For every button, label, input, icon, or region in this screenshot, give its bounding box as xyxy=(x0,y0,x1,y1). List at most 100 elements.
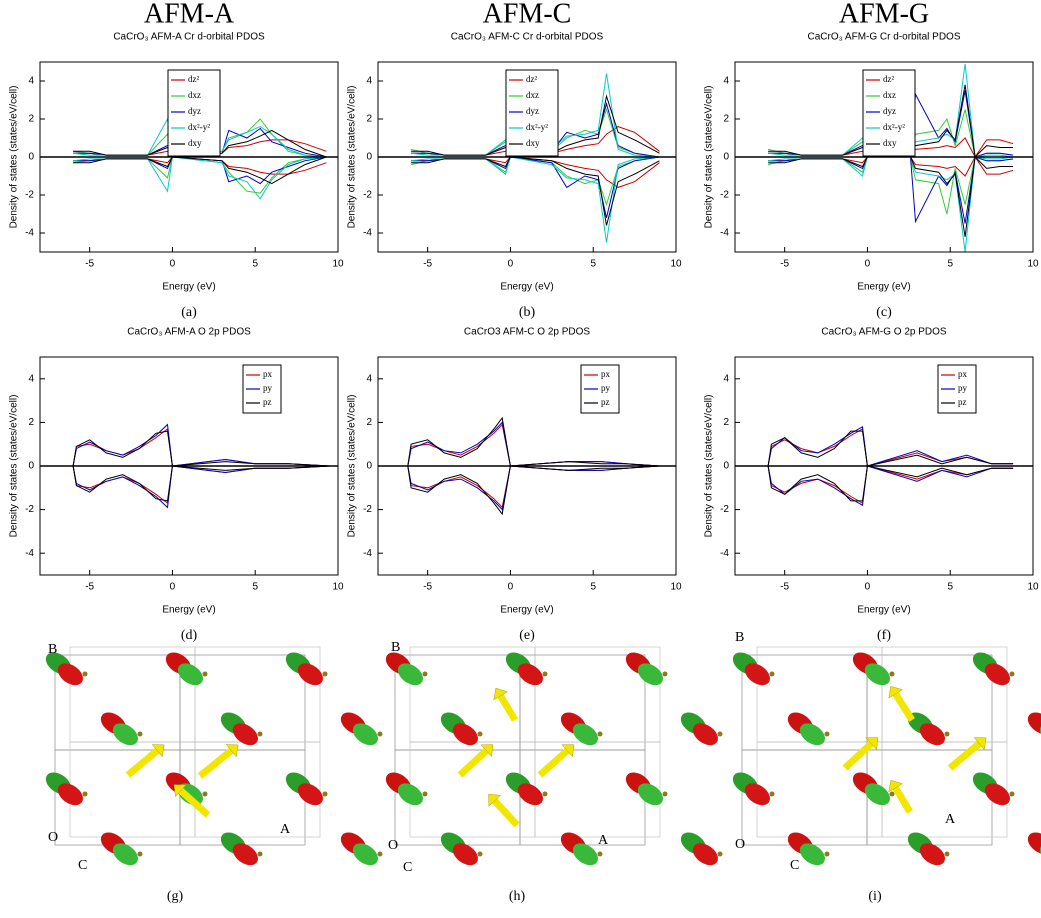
x-tick-label: 0 xyxy=(170,582,176,593)
spin-arrow xyxy=(197,747,235,779)
legend-label: dx²-y² xyxy=(188,122,210,132)
atom xyxy=(377,731,383,737)
x-tick-label: -5 xyxy=(780,259,789,270)
x-tick-label: 5 xyxy=(252,259,258,270)
atom xyxy=(597,731,603,737)
x-tick-label: 5 xyxy=(252,582,258,593)
x-tick-label: 10 xyxy=(1027,259,1039,270)
x-axis-label: Energy (eV) xyxy=(857,282,910,293)
pdos-curve xyxy=(407,421,660,467)
spin-arrow xyxy=(496,693,519,722)
y-tick-label: 2 xyxy=(28,417,34,428)
orbital-lobe xyxy=(637,783,663,806)
chart-title: CaCrO3 AFM-C O 2p PDOS xyxy=(464,327,590,338)
x-tick-label: 0 xyxy=(170,259,176,270)
plot-frame xyxy=(39,356,339,576)
y-axis-label: Density of states (states/eV/cell) xyxy=(9,86,20,229)
y-tick-label: 2 xyxy=(366,417,372,428)
legend-label: dxz xyxy=(188,90,201,100)
axis-letter: O xyxy=(388,838,398,853)
atom xyxy=(597,851,603,857)
legend-box xyxy=(167,69,221,157)
y-tick-label: 4 xyxy=(723,373,729,384)
legend-label: dxy xyxy=(526,138,540,148)
atom xyxy=(769,671,775,677)
atom xyxy=(202,791,208,797)
orbital-lobe xyxy=(112,843,138,866)
orbital-lobe xyxy=(352,723,378,746)
orbital-lobe xyxy=(572,843,598,866)
atom xyxy=(322,671,328,677)
legend-label: py xyxy=(958,383,968,393)
pdos-curve xyxy=(73,129,327,158)
panel-caption: (c) xyxy=(876,305,892,320)
atom xyxy=(889,671,895,677)
orbital-lobe xyxy=(352,843,378,866)
spin-arrow-head xyxy=(973,737,987,751)
legend-label: px xyxy=(958,369,968,379)
legend-label: dz² xyxy=(526,74,537,84)
y-axis-label: Density of states (states/eV/cell) xyxy=(9,395,20,538)
legend-label: pz xyxy=(601,397,610,407)
atom xyxy=(662,791,668,797)
orbital-lobe xyxy=(517,663,543,686)
y-tick-label: -2 xyxy=(25,190,34,201)
pdos-curve xyxy=(72,427,330,467)
pdos-curve xyxy=(407,423,660,467)
x-tick-label: -5 xyxy=(85,582,94,593)
orbital-lobe xyxy=(637,663,663,686)
y-axis-label: Density of states (states/eV/cell) xyxy=(704,86,715,229)
atom xyxy=(422,671,428,677)
atom xyxy=(82,791,88,797)
legend-label: pz xyxy=(958,397,967,407)
pdos-curve xyxy=(72,423,330,467)
orbital-lobe xyxy=(452,843,478,866)
pdos-curve xyxy=(72,465,330,505)
legend-label: px xyxy=(263,369,273,379)
spin-arrow-head xyxy=(225,744,239,758)
panel-caption: (i) xyxy=(868,889,882,904)
pdos-curve xyxy=(768,156,1014,253)
atom xyxy=(542,671,548,677)
spin-arrow-head xyxy=(480,744,494,758)
y-tick-label: 0 xyxy=(723,152,729,163)
orbital-lobe xyxy=(297,783,323,806)
x-tick-label: -5 xyxy=(780,582,789,593)
x-tick-label: 10 xyxy=(332,582,344,593)
pdos-curve xyxy=(72,430,330,467)
orbital-lobe xyxy=(177,783,203,806)
pdos-curve xyxy=(73,156,327,194)
structure-illustration xyxy=(732,646,1041,866)
legend-label: pz xyxy=(263,397,272,407)
column-header: AFM-G xyxy=(839,0,929,29)
atom xyxy=(769,791,775,797)
legend-label: py xyxy=(263,383,273,393)
y-tick-label: 2 xyxy=(28,114,34,125)
spin-arrow-head xyxy=(561,744,575,758)
chart-title: CaCrO₃ AFM-A O 2p PDOS xyxy=(127,327,251,338)
y-tick-label: 0 xyxy=(366,461,372,472)
atom xyxy=(944,851,950,857)
axis-letter: A xyxy=(945,812,956,827)
atom xyxy=(1009,671,1015,677)
spin-arrow xyxy=(892,691,915,722)
column-header: AFM-A xyxy=(144,0,235,29)
y-tick-label: 0 xyxy=(28,152,34,163)
atom xyxy=(202,671,208,677)
y-tick-label: -4 xyxy=(720,228,729,239)
x-axis-label: Energy (eV) xyxy=(162,605,215,616)
x-tick-label: 5 xyxy=(590,582,596,593)
y-axis-label: Density of states (states/eV/cell) xyxy=(704,395,715,538)
pdos-curve xyxy=(72,465,330,502)
plot-frame xyxy=(39,61,339,253)
y-tick-label: 4 xyxy=(366,373,372,384)
y-tick-label: 4 xyxy=(366,76,372,87)
pdos-curve xyxy=(407,416,660,467)
x-axis-label: Energy (eV) xyxy=(500,605,553,616)
pdos-curve xyxy=(410,156,660,207)
panel-caption: (g) xyxy=(167,889,184,904)
legend-label: px xyxy=(601,369,611,379)
atom xyxy=(377,851,383,857)
atom xyxy=(889,791,895,797)
atom xyxy=(137,731,143,737)
